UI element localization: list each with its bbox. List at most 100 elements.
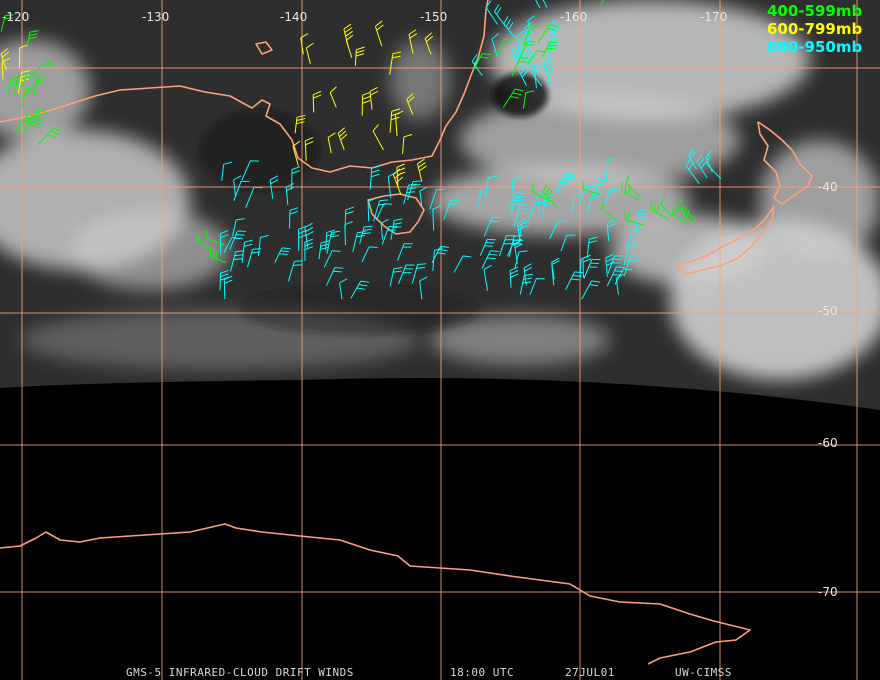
wind-barb: [518, 64, 529, 86]
longitude-label: -140: [280, 10, 307, 24]
cloud-imagery: [0, 0, 880, 410]
wind-barb: [411, 263, 427, 284]
wind-barb: [582, 254, 592, 278]
wind-barb: [600, 0, 604, 5]
latitude-label: -70: [818, 585, 838, 599]
wind-barb: [344, 220, 353, 246]
wind-barb: [233, 175, 242, 197]
wind-barb: [432, 205, 441, 231]
wind-barb: [509, 266, 519, 288]
wind-barb: [479, 238, 496, 256]
coastlines: [0, 0, 813, 665]
time: 18:00 UTC: [450, 666, 514, 679]
wind-barb: [419, 186, 428, 208]
wind-barb: [232, 218, 245, 237]
axis-labels: -120 -130 -140 -150 -160 -170 -40 -50 -6…: [2, 10, 838, 599]
wind-barb: [680, 204, 696, 225]
legend-entry: 400-599mb: [767, 2, 862, 20]
wind-barb: [312, 90, 322, 113]
longitude-label: -120: [2, 10, 29, 24]
wind-barb: [406, 93, 415, 115]
wind-barb: [375, 203, 393, 221]
wind-barb: [397, 243, 413, 262]
wind-barb: [369, 87, 379, 110]
latitude-label: -60: [818, 436, 838, 450]
wind-barb: [294, 114, 306, 134]
wind-barb: [528, 201, 544, 221]
wind-barb: [337, 127, 348, 150]
wind-barb: [374, 20, 384, 47]
wind-barb: [389, 267, 403, 287]
wind-barb: [581, 280, 601, 300]
wind-barb: [392, 168, 404, 196]
australia-coast: [0, 0, 489, 173]
wind-barb: [339, 278, 348, 300]
wind-barb: [209, 248, 227, 264]
wind-barbs: [0, 0, 722, 300]
wind-barb: [22, 118, 45, 134]
wind-barb: [329, 86, 337, 108]
wind-barb: [625, 174, 641, 198]
wind-barb: [606, 266, 625, 287]
wind-barb: [305, 42, 314, 64]
wind-barb: [688, 148, 697, 170]
wind-barb: [230, 250, 245, 272]
wind-barb: [398, 264, 415, 285]
wind-barb: [274, 247, 291, 263]
wind-barb: [557, 175, 576, 193]
wind-barb: [485, 0, 499, 25]
new-zealand-north: [757, 121, 813, 205]
wind-barb: [514, 250, 528, 269]
wind-barb: [527, 50, 546, 65]
wind-barb: [498, 235, 515, 257]
wind-barb: [606, 219, 616, 242]
wind-barb: [586, 236, 598, 258]
wind-barb: [432, 247, 443, 271]
wind-barb: [519, 40, 536, 59]
wind-barb: [33, 61, 55, 75]
wind-barb: [481, 250, 500, 269]
wind-barb: [519, 273, 533, 295]
latitude-label: -50: [818, 304, 838, 318]
wind-barb: [530, 64, 542, 87]
wind-barb: [20, 72, 37, 89]
wind-barb: [650, 200, 669, 220]
wind-barb: [502, 88, 524, 108]
wind-barb: [705, 155, 722, 180]
wind-barb: [607, 255, 624, 274]
wind-barb: [373, 199, 389, 222]
wind-barb: [529, 278, 545, 295]
wind-barb: [0, 14, 14, 32]
wind-barb: [326, 230, 340, 254]
wind-barb: [402, 134, 413, 154]
wind-barb: [472, 53, 491, 72]
footer: GMS-5 INFRARED-CLOUD DRIFT WINDS 18:00 U…: [126, 666, 731, 679]
tasmania-coast: [367, 193, 425, 235]
wind-barb: [513, 204, 529, 227]
wind-barb: [241, 160, 259, 181]
wind-barb: [634, 208, 648, 233]
wind-barb: [582, 180, 601, 196]
legend: 400-599mb 600-799mb 800-950mb: [767, 2, 862, 56]
wind-barb: [291, 166, 301, 190]
wind-barb: [549, 220, 567, 240]
product-name: GMS-5 INFRARED-CLOUD DRIFT WINDS: [126, 666, 354, 679]
wind-barb: [372, 124, 384, 151]
wind-barb: [257, 234, 269, 257]
legend-entry: 600-799mb: [767, 20, 862, 38]
wind-barb: [485, 175, 497, 198]
wind-barb: [304, 136, 314, 161]
wind-barb: [424, 32, 434, 55]
wind-barb: [389, 51, 402, 75]
wind-barb: [623, 256, 639, 277]
wind-barb: [453, 255, 472, 273]
wind-barb: [531, 182, 549, 202]
longitude-label: -150: [420, 10, 447, 24]
wind-barb: [624, 211, 644, 226]
wind-barb: [623, 243, 638, 266]
wind-barb: [522, 90, 535, 109]
wind-barb: [601, 201, 617, 221]
wind-barb: [21, 87, 35, 107]
wind-barb: [511, 177, 521, 202]
